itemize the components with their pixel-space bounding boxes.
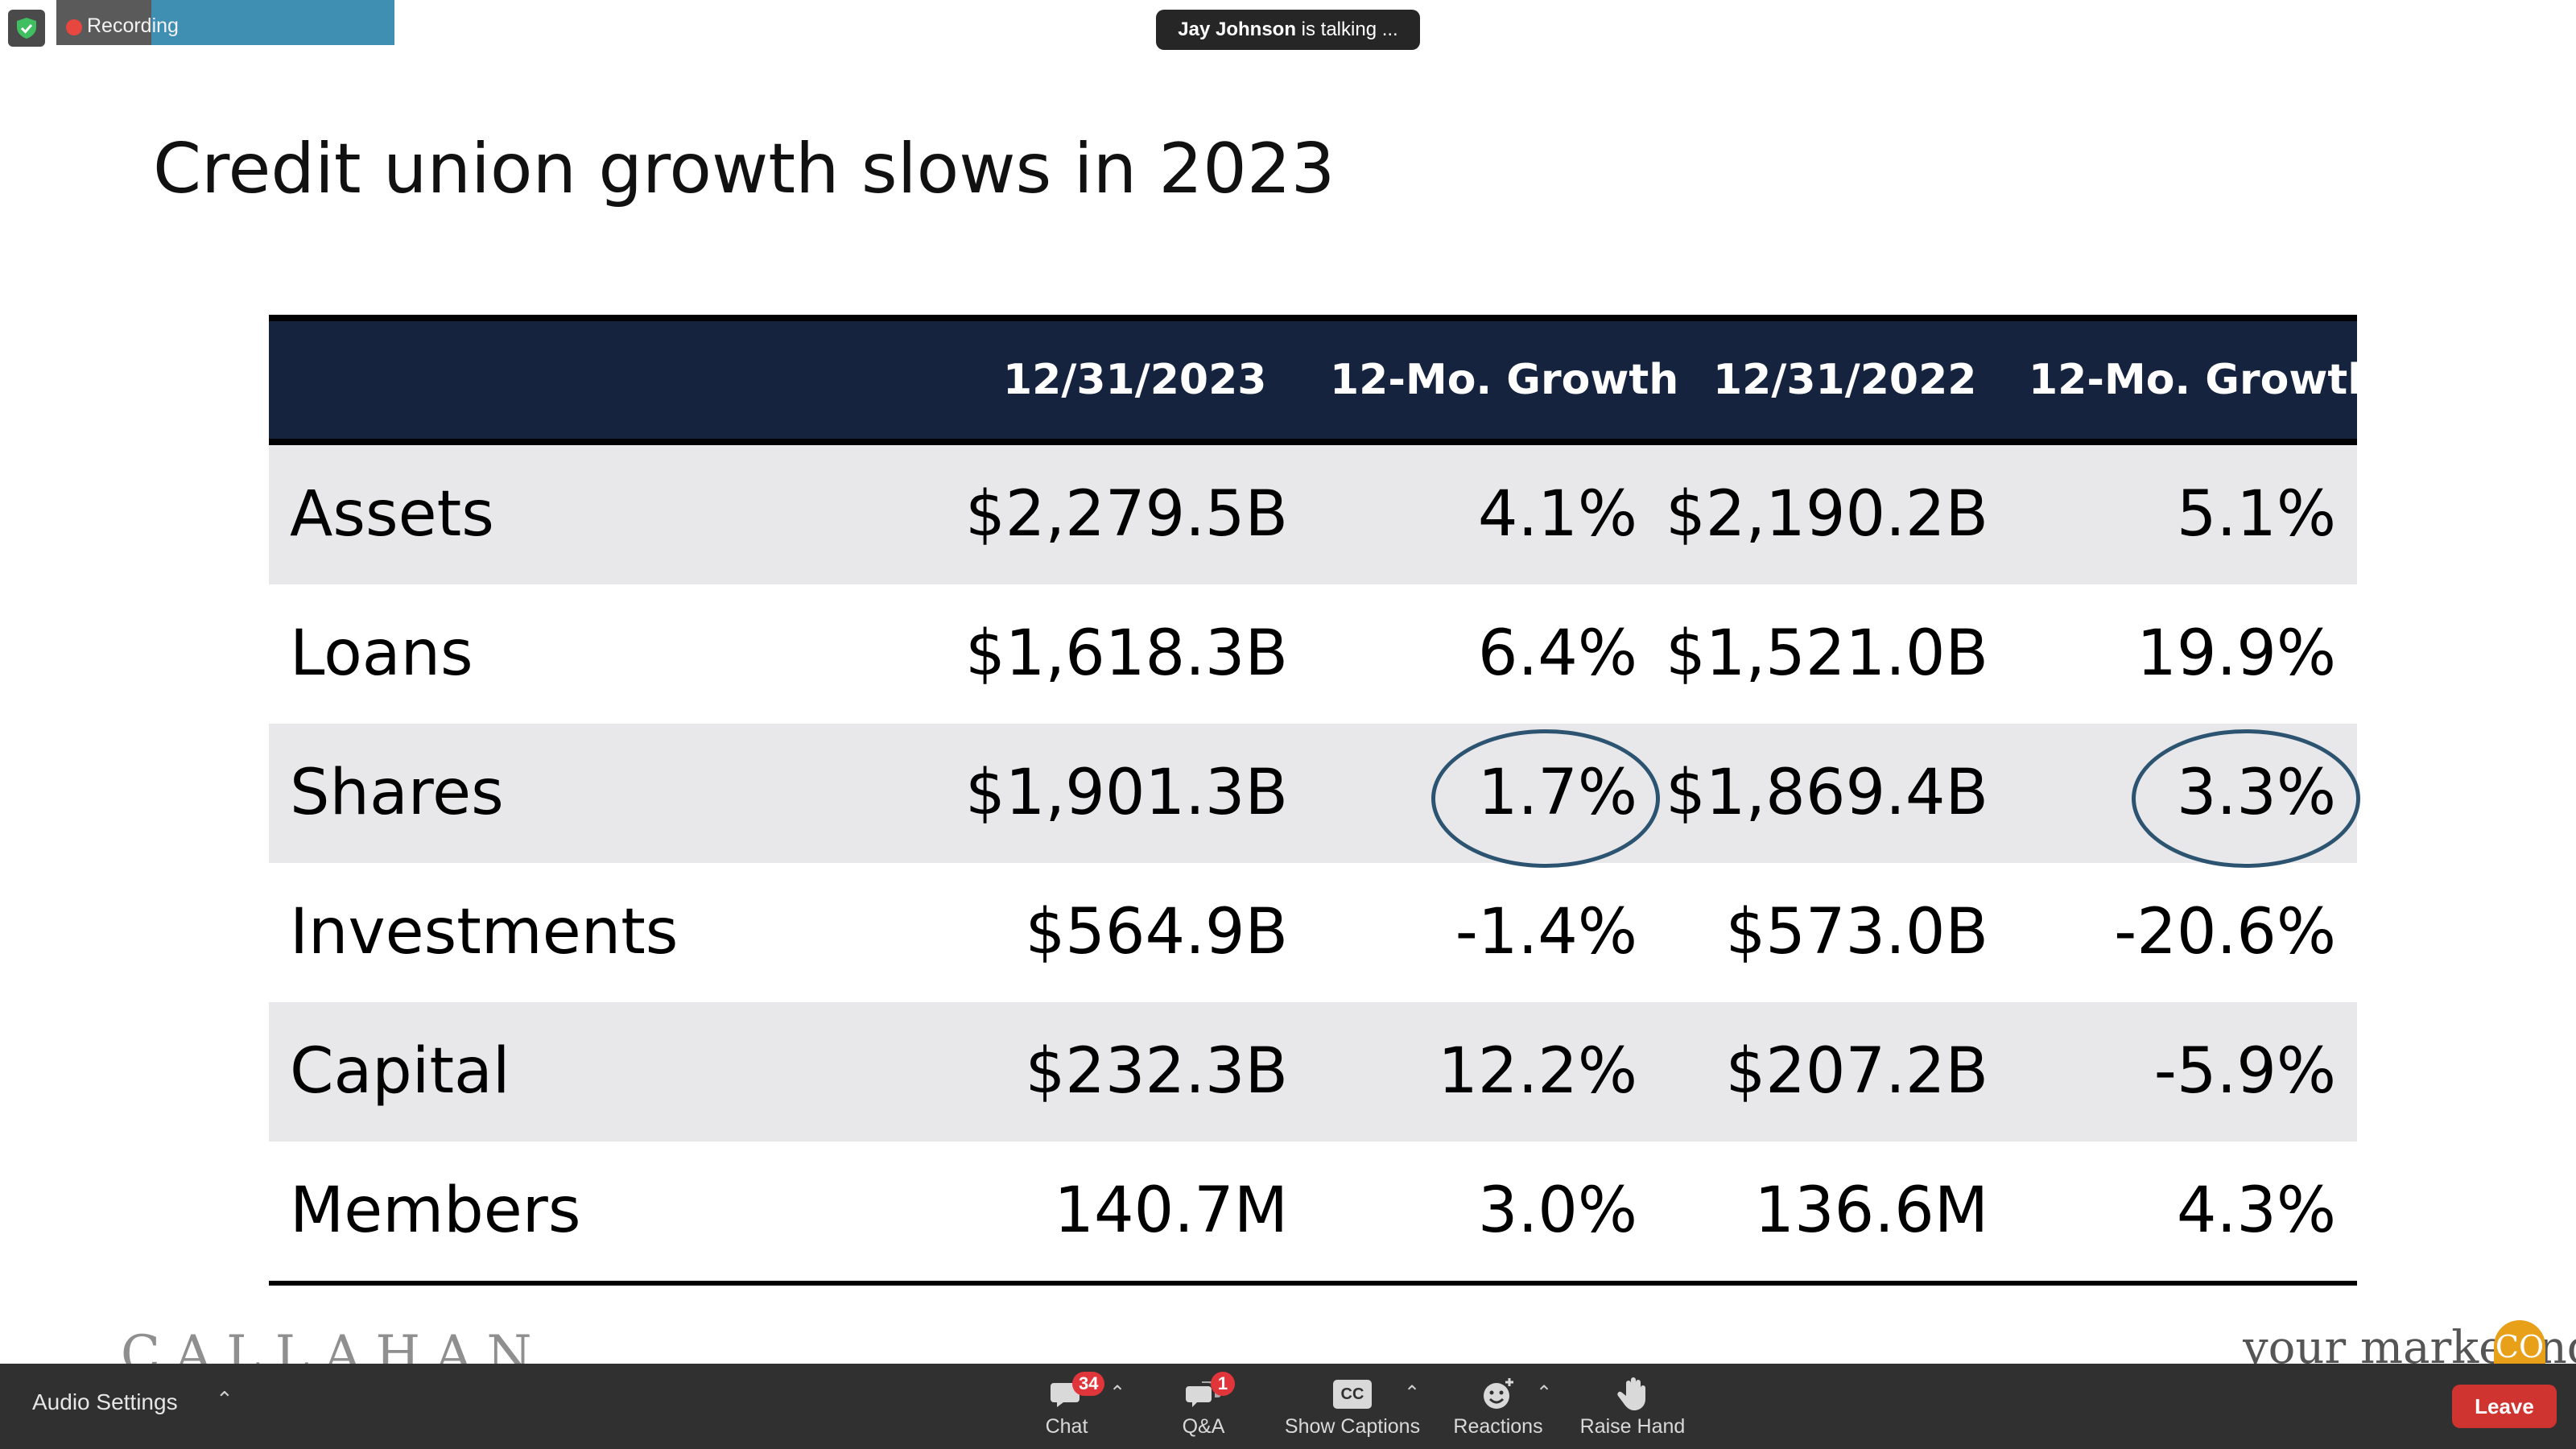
row-label: Investments xyxy=(290,896,679,968)
chat-badge: 34 xyxy=(1072,1372,1105,1396)
growth-2022: 19.9% xyxy=(2136,617,2336,690)
chat-caret-icon[interactable]: ⌃ xyxy=(1109,1381,1126,1404)
growth-2022: -5.9% xyxy=(2153,1035,2336,1108)
show-captions-label: Show Captions xyxy=(1284,1415,1421,1438)
leave-button[interactable]: Leave xyxy=(2452,1385,2557,1428)
captions-caret-icon[interactable]: ⌃ xyxy=(1404,1381,1421,1404)
table-header: 12/31/2023 12-Mo. Growth 12/31/2022 12-M… xyxy=(269,315,2377,445)
table-bottom-rule xyxy=(269,1281,2357,1286)
co-logo-badge: CO xyxy=(2494,1320,2545,1364)
value-2022: $1,869.4B xyxy=(1666,757,1988,829)
reactions-button[interactable]: Reactions xyxy=(1449,1364,1547,1449)
qa-button[interactable]: 1 Q&A xyxy=(1159,1364,1248,1449)
raise-hand-label: Raise Hand xyxy=(1579,1415,1686,1438)
row-label: Capital xyxy=(290,1035,510,1108)
raise-hand-button[interactable]: Raise Hand xyxy=(1570,1364,1695,1449)
table-row: Loans $1,618.3B 6.4% $1,521.0B 19.9% xyxy=(269,584,2357,724)
highlight-circle-shares-2022 xyxy=(2132,729,2360,868)
growth-2023: 6.4% xyxy=(1477,617,1637,690)
value-2022: $1,521.0B xyxy=(1666,617,1988,690)
growth-table: 12/31/2023 12-Mo. Growth 12/31/2022 12-M… xyxy=(269,315,2377,1286)
table-row: Investments $564.9B -1.4% $573.0B -20.6% xyxy=(269,863,2357,1002)
row-label: Assets xyxy=(290,478,494,551)
reactions-caret-icon[interactable]: ⌃ xyxy=(1536,1381,1553,1404)
raise-hand-icon xyxy=(1617,1377,1645,1410)
recording-label: Recording xyxy=(87,14,179,37)
chat-icon xyxy=(1051,1383,1080,1407)
growth-2022: 5.1% xyxy=(2176,478,2336,551)
recording-dot-icon xyxy=(66,19,82,35)
value-2022: $2,190.2B xyxy=(1666,478,1988,551)
row-label: Shares xyxy=(290,757,504,829)
source-note-cut-off xyxy=(970,1349,1582,1364)
value-2022: $207.2B xyxy=(1725,1035,1988,1108)
header-12-31-2022: 12/31/2022 xyxy=(1713,356,1977,404)
header-12-31-2023: 12/31/2023 xyxy=(1003,356,1267,404)
active-speaker-name: Jay Johnson xyxy=(1178,19,1296,40)
audio-caret-icon[interactable]: ⌃ xyxy=(216,1388,233,1412)
slide-title: Credit union growth slows in 2023 xyxy=(153,129,1335,209)
value-2023: $564.9B xyxy=(1025,896,1288,968)
active-speaker-suffix: is talking ... xyxy=(1296,19,1398,40)
header-growth-2023: 12-Mo. Growth xyxy=(1330,356,1679,404)
audio-settings-button[interactable]: Audio Settings xyxy=(32,1389,178,1414)
value-2023: 140.7M xyxy=(1054,1174,1288,1247)
highlight-circle-shares-2023 xyxy=(1431,729,1660,868)
value-2022: $573.0B xyxy=(1725,896,1988,968)
qa-label: Q&A xyxy=(1182,1415,1225,1438)
growth-2023: 3.0% xyxy=(1477,1174,1637,1247)
value-2023: $232.3B xyxy=(1025,1035,1288,1108)
growth-2023: 12.2% xyxy=(1438,1035,1637,1108)
growth-2023: 4.1% xyxy=(1477,478,1637,551)
show-captions-button[interactable]: CC Show Captions xyxy=(1272,1364,1433,1449)
captions-icon: CC xyxy=(1333,1380,1372,1409)
table-row: Shares $1,901.3B 1.7% $1,869.4B 3.3% xyxy=(269,724,2357,863)
chat-label: Chat xyxy=(1045,1415,1088,1438)
table-row: Members 140.7M 3.0% 136.6M 4.3% xyxy=(269,1141,2357,1281)
security-shield-icon[interactable] xyxy=(8,10,45,47)
reactions-label: Reactions xyxy=(1453,1415,1543,1438)
reactions-icon xyxy=(1484,1378,1513,1409)
growth-2022: 4.3% xyxy=(2176,1174,2336,1247)
growth-2023: -1.4% xyxy=(1455,896,1637,968)
meeting-toolbar: Audio Settings ⌃ 34 Chat ⌃ 1 Q&A CC Show… xyxy=(0,1364,2576,1449)
table-row: Assets $2,279.5B 4.1% $2,190.2B 5.1% xyxy=(269,445,2357,584)
header-growth-2022: 12-Mo. Growth xyxy=(2029,356,2378,404)
table-row: Capital $232.3B 12.2% $207.2B -5.9% xyxy=(269,1002,2357,1141)
callahan-logo: CALLAHAN xyxy=(121,1327,547,1364)
value-2022: 136.6M xyxy=(1754,1174,1988,1247)
active-speaker-indicator: Jay Johnson is talking ... xyxy=(1156,10,1420,50)
chat-button[interactable]: 34 Chat xyxy=(1022,1364,1111,1449)
value-2023: $2,279.5B xyxy=(965,478,1288,551)
row-label: Loans xyxy=(290,617,473,690)
qa-badge: 1 xyxy=(1211,1372,1235,1396)
growth-2022: -20.6% xyxy=(2114,896,2336,968)
value-2023: $1,901.3B xyxy=(965,757,1288,829)
row-label: Members xyxy=(290,1174,581,1247)
value-2023: $1,618.3B xyxy=(965,617,1288,690)
